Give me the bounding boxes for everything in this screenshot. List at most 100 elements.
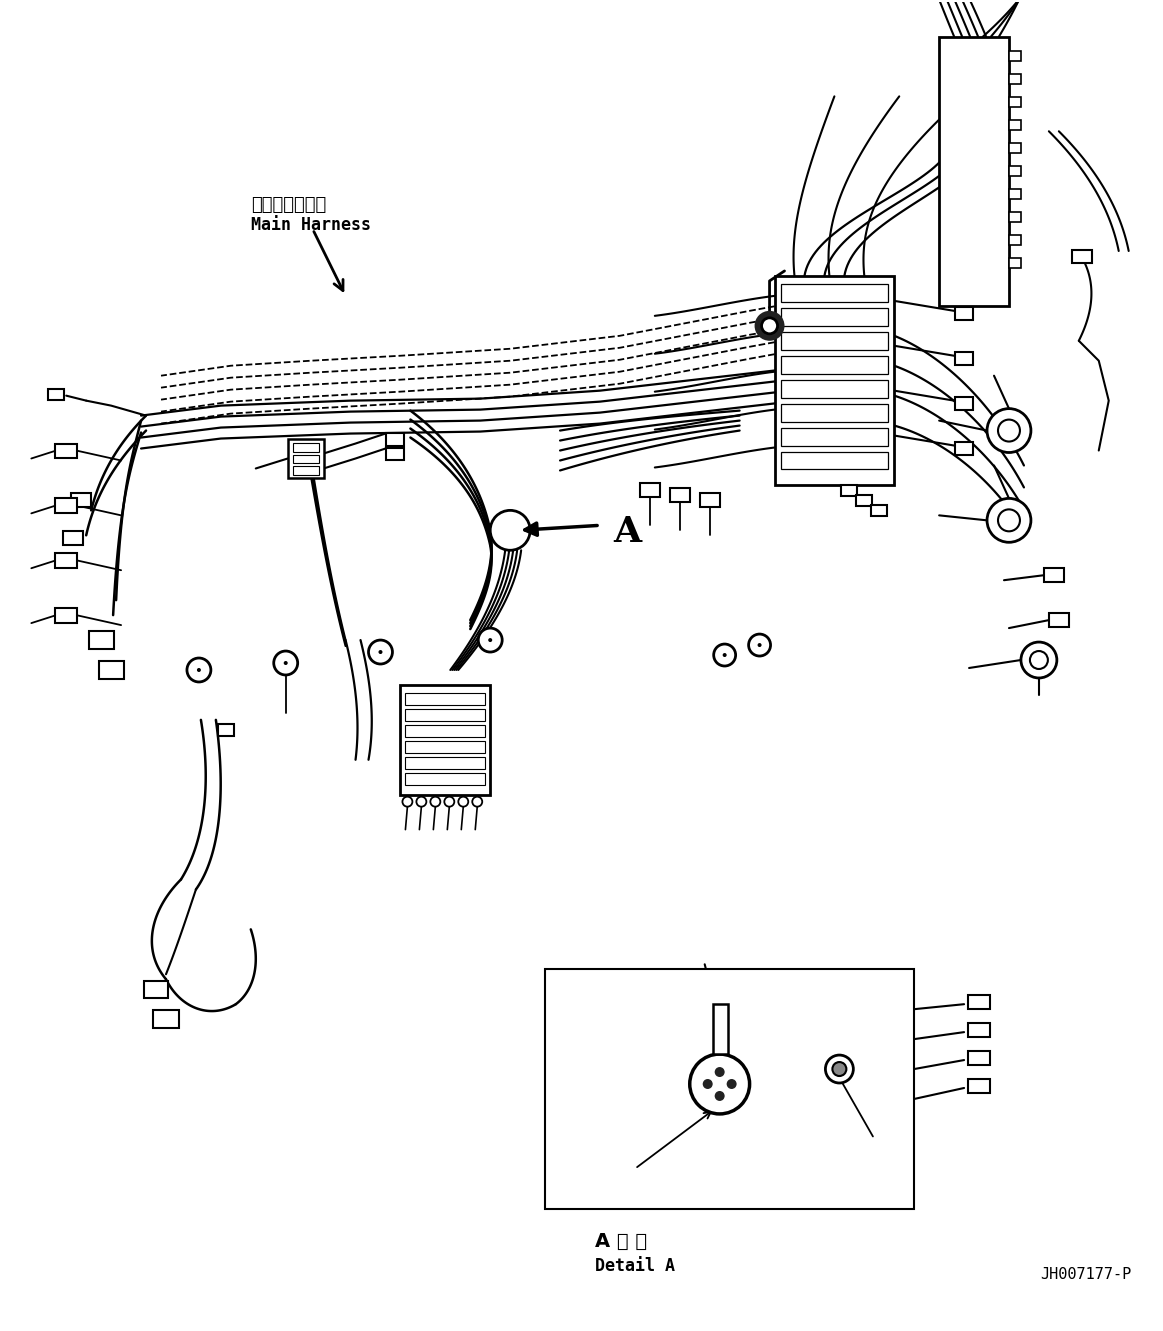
Circle shape bbox=[507, 527, 513, 534]
Circle shape bbox=[757, 643, 762, 647]
Bar bbox=[968, 996, 990, 1009]
Circle shape bbox=[690, 1054, 750, 1114]
Text: Detail A: Detail A bbox=[595, 1256, 675, 1275]
Circle shape bbox=[430, 797, 441, 807]
Bar bbox=[1009, 212, 1021, 222]
Circle shape bbox=[515, 535, 521, 542]
Circle shape bbox=[273, 651, 298, 675]
Circle shape bbox=[749, 634, 771, 656]
Bar bbox=[968, 1024, 990, 1037]
Bar bbox=[780, 427, 889, 446]
Text: メインハーネス: メインハーネス bbox=[251, 196, 326, 214]
Circle shape bbox=[715, 1067, 725, 1077]
Bar bbox=[780, 307, 889, 326]
Bar bbox=[545, 969, 914, 1209]
Circle shape bbox=[499, 535, 505, 542]
Circle shape bbox=[987, 498, 1030, 542]
Circle shape bbox=[444, 797, 455, 807]
Bar bbox=[406, 693, 485, 705]
Circle shape bbox=[826, 1055, 854, 1083]
Bar bbox=[217, 724, 234, 736]
Bar bbox=[406, 725, 485, 737]
Bar bbox=[955, 307, 973, 319]
Bar bbox=[99, 662, 124, 679]
Bar bbox=[640, 483, 659, 498]
Bar bbox=[713, 1004, 728, 1054]
Bar bbox=[63, 531, 84, 546]
Circle shape bbox=[507, 535, 513, 542]
Text: JH007177-P: JH007177-P bbox=[1041, 1267, 1132, 1282]
Bar bbox=[400, 685, 491, 795]
Bar bbox=[56, 608, 77, 623]
Bar bbox=[1009, 166, 1021, 176]
Circle shape bbox=[369, 640, 392, 664]
Circle shape bbox=[507, 519, 513, 526]
Circle shape bbox=[833, 1062, 847, 1075]
Circle shape bbox=[1021, 642, 1057, 677]
Circle shape bbox=[478, 628, 502, 652]
Bar bbox=[700, 494, 720, 507]
Circle shape bbox=[488, 638, 492, 642]
Bar bbox=[1009, 189, 1021, 200]
Bar bbox=[90, 631, 114, 650]
Circle shape bbox=[284, 662, 287, 666]
Circle shape bbox=[499, 519, 505, 526]
Circle shape bbox=[998, 419, 1020, 442]
Text: A: A bbox=[613, 515, 641, 550]
Circle shape bbox=[727, 1079, 736, 1089]
Bar bbox=[56, 443, 77, 458]
Bar bbox=[71, 494, 91, 507]
Bar bbox=[287, 438, 323, 478]
Bar bbox=[56, 554, 77, 568]
Bar bbox=[1009, 144, 1021, 153]
Circle shape bbox=[515, 527, 521, 534]
Bar bbox=[968, 1079, 990, 1093]
Bar bbox=[1009, 97, 1021, 108]
Circle shape bbox=[472, 797, 483, 807]
Bar bbox=[780, 331, 889, 350]
Bar bbox=[406, 757, 485, 769]
Circle shape bbox=[187, 658, 211, 681]
Circle shape bbox=[998, 510, 1020, 531]
Bar bbox=[1044, 568, 1064, 582]
Circle shape bbox=[378, 650, 383, 654]
Bar bbox=[293, 454, 319, 463]
Bar bbox=[1009, 52, 1021, 61]
Bar bbox=[780, 284, 889, 302]
Bar bbox=[955, 397, 973, 410]
Bar bbox=[670, 488, 690, 502]
Bar bbox=[955, 351, 973, 365]
Circle shape bbox=[416, 797, 427, 807]
Bar bbox=[406, 773, 485, 785]
Circle shape bbox=[755, 311, 785, 341]
Circle shape bbox=[402, 797, 413, 807]
Bar bbox=[293, 442, 319, 451]
Bar bbox=[406, 741, 485, 753]
Circle shape bbox=[1030, 651, 1048, 669]
Bar bbox=[49, 389, 64, 399]
Bar bbox=[1009, 120, 1021, 130]
Bar bbox=[955, 442, 973, 454]
Bar bbox=[1049, 614, 1069, 627]
Text: A 詳 細: A 詳 細 bbox=[595, 1231, 647, 1251]
Bar bbox=[940, 36, 1009, 306]
Bar bbox=[293, 466, 319, 475]
Circle shape bbox=[715, 1091, 725, 1101]
Bar bbox=[841, 486, 857, 496]
Bar bbox=[780, 451, 889, 470]
Bar bbox=[780, 403, 889, 422]
Circle shape bbox=[714, 644, 736, 666]
Bar bbox=[1009, 258, 1021, 268]
Bar bbox=[406, 709, 485, 721]
Circle shape bbox=[499, 527, 505, 534]
Bar bbox=[1072, 250, 1092, 264]
Circle shape bbox=[702, 1079, 713, 1089]
Circle shape bbox=[491, 510, 530, 550]
Circle shape bbox=[722, 654, 727, 658]
Bar bbox=[775, 276, 894, 486]
Circle shape bbox=[987, 409, 1030, 453]
Bar bbox=[144, 981, 167, 998]
Bar bbox=[386, 447, 405, 461]
Bar bbox=[1009, 75, 1021, 84]
Bar bbox=[386, 433, 405, 446]
